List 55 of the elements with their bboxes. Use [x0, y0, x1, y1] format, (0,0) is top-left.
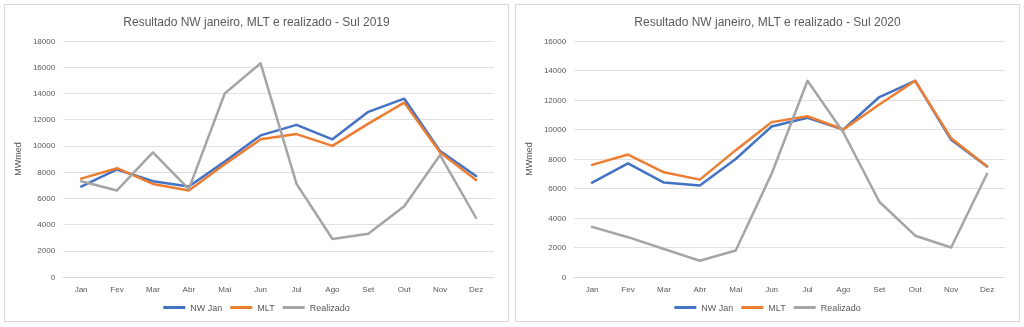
y-tick-label: 6000: [37, 193, 56, 203]
y-tick-label: 4000: [548, 213, 567, 223]
legend-label: Realizado: [309, 302, 350, 313]
y-tick-label: 14000: [543, 66, 567, 75]
y-tick-label: 12000: [32, 115, 56, 125]
y-tick-label: 18000: [32, 36, 56, 46]
legend-label: NW Jan: [701, 302, 734, 313]
x-tick-label: Jul: [291, 284, 302, 294]
x-tick-label: Abr: [693, 284, 707, 294]
y-tick-label: 2000: [37, 246, 56, 256]
y-tick-label: 10000: [543, 125, 567, 134]
y-tick-label: 16000: [32, 62, 56, 72]
y-tick-label: 6000: [548, 184, 567, 193]
chart-title: Resultado NW janeiro, MLT e realizado - Sul 2020: [634, 15, 901, 29]
x-tick-label: Nov: [944, 284, 959, 294]
y-tick-label: 14000: [32, 88, 56, 98]
y-tick-label: 8000: [548, 154, 567, 164]
legend-label: NW Jan: [190, 302, 223, 313]
x-tick-label: Mar: [657, 284, 672, 294]
x-tick-label: Jun: [765, 284, 779, 294]
x-tick-label: Out: [908, 284, 923, 294]
x-tick-label: Jun: [254, 284, 268, 294]
y-tick-label: 4000: [37, 220, 56, 230]
x-tick-label: Fev: [110, 284, 124, 294]
x-tick-label: Jul: [802, 284, 813, 294]
x-tick-label: Jan: [74, 284, 88, 294]
legend-label: MLT: [768, 302, 787, 313]
y-tick-label: 0: [50, 272, 56, 282]
y-tick-label: 16000: [543, 36, 567, 46]
x-tick-label: Mar: [146, 284, 161, 294]
x-tick-label: Set: [873, 284, 887, 294]
y-tick-label: 8000: [37, 167, 56, 177]
x-tick-label: Fev: [621, 284, 635, 294]
x-tick-label: Abr: [182, 284, 196, 294]
x-tick-label: Mai: [218, 284, 232, 294]
line-series: [79, 62, 478, 241]
y-tick-label: 12000: [543, 95, 567, 105]
line-series: [590, 79, 989, 263]
x-tick-label: Jan: [585, 284, 599, 294]
x-tick-label: Ago: [325, 284, 341, 294]
x-tick-label: Ago: [836, 284, 852, 294]
x-tick-label: Out: [397, 284, 412, 294]
y-axis-title: MWmed: [12, 142, 23, 176]
x-tick-label: Nov: [433, 284, 448, 294]
y-axis-title: MWmed: [523, 142, 534, 176]
y-tick-label: 0: [561, 272, 567, 282]
x-tick-label: Dez: [468, 284, 484, 294]
y-tick-label: 10000: [32, 141, 56, 151]
x-tick-label: Dez: [979, 284, 995, 294]
chart-title: Resultado NW janeiro, MLT e realizado - Sul 2019: [123, 15, 390, 29]
legend-label: Realizado: [820, 302, 861, 313]
x-tick-label: Set: [362, 284, 376, 294]
legend-label: MLT: [257, 302, 276, 313]
x-tick-label: Mai: [729, 284, 743, 294]
y-tick-label: 2000: [548, 243, 567, 252]
